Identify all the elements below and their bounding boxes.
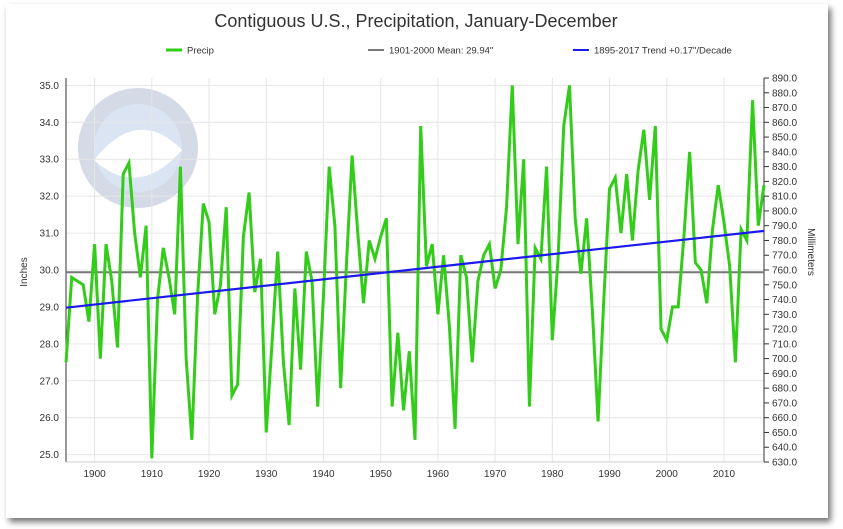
y-axis-title-left: Inches	[19, 257, 30, 286]
x-tick-label: 2010	[713, 469, 736, 480]
y-tick-label-right: 720.0	[772, 325, 797, 336]
x-tick-label: 2000	[656, 469, 679, 480]
watermark	[78, 88, 198, 208]
y-tick-label-right: 760.0	[772, 266, 797, 277]
x-tick-label: 1900	[83, 469, 106, 480]
y-tick-label-right: 680.0	[772, 384, 797, 395]
x-tick-label: 1930	[255, 469, 278, 480]
grid	[66, 78, 764, 462]
x-tick-label: 1920	[198, 469, 221, 480]
chart-title: Contiguous U.S., Precipitation, January-…	[214, 11, 617, 31]
x-tick-label: 1940	[312, 469, 335, 480]
y-tick-label-right: 670.0	[772, 398, 797, 409]
y-tick-label-right: 890.0	[772, 74, 797, 85]
y-tick-label-left: 29.0	[40, 302, 60, 313]
y-tick-label-right: 750.0	[772, 280, 797, 291]
y-tick-label-right: 650.0	[772, 428, 797, 439]
x-tick-label: 1980	[541, 469, 564, 480]
x-tick-label: 1970	[484, 469, 507, 480]
y-tick-label-right: 790.0	[772, 221, 797, 232]
y-tick-label-left: 31.0	[40, 229, 60, 240]
y-axis-ticks-right: 890.0 880.0 870.0 860.0 850.0 840.0 830.0 820.0…	[764, 74, 797, 469]
y-tick-label-left: 27.0	[40, 376, 60, 387]
y-tick-label-left: 25.0	[40, 450, 60, 461]
legend-label-precip: Precip	[187, 46, 214, 57]
x-tick-label: 1960	[427, 469, 450, 480]
legend-item-mean[interactable]: 1901-2000 Mean: 29.94"	[368, 46, 493, 57]
x-axis-ticks: 1900 1910 1920 1930 1940 1950 1960 1970 1980 1990…	[83, 469, 735, 480]
y-tick-label-right: 870.0	[772, 103, 797, 114]
y-tick-label-right: 730.0	[772, 310, 797, 321]
y-tick-label-left: 30.0	[40, 266, 60, 277]
y-axis-ticks-left: 35.0 34.0 33.0 32.0 31.0 30.0 29.0 28.0 27.0 26.0…	[40, 81, 60, 461]
y-tick-label-right: 850.0	[772, 133, 797, 144]
y-tick-label-right: 630.0	[772, 458, 797, 469]
legend-item-trend[interactable]: 1895-2017 Trend +0.17"/Decade	[573, 46, 732, 57]
y-axis-title-right: Millimeters	[805, 228, 816, 276]
legend-label-trend: 1895-2017 Trend +0.17"/Decade	[594, 46, 732, 57]
y-tick-label-right: 640.0	[772, 443, 797, 454]
y-tick-label-right: 710.0	[772, 339, 797, 350]
trend-line	[65, 229, 765, 309]
y-tick-label-right: 800.0	[772, 206, 797, 217]
precip-line	[64, 85, 766, 459]
y-tick-label-left: 34.0	[40, 118, 60, 129]
y-tick-label-right: 880.0	[772, 88, 797, 99]
y-tick-label-right: 810.0	[772, 192, 797, 203]
y-tick-label-right: 820.0	[772, 177, 797, 188]
x-tick-label: 1950	[370, 469, 393, 480]
legend: Precip 1901-2000 Mean: 29.94" 1895-2017 …	[166, 46, 732, 57]
y-tick-label-right: 740.0	[772, 295, 797, 306]
y-tick-label-right: 780.0	[772, 236, 797, 247]
y-tick-label-left: 32.0	[40, 192, 60, 203]
y-tick-label-left: 33.0	[40, 155, 60, 166]
y-tick-label-right: 770.0	[772, 251, 797, 262]
x-tick-label: 1910	[141, 469, 164, 480]
y-tick-label-right: 840.0	[772, 147, 797, 158]
noaa-logo	[78, 88, 198, 208]
y-tick-label-left: 26.0	[40, 413, 60, 424]
noaa-logo-bird	[94, 129, 182, 178]
legend-item-precip[interactable]: Precip	[166, 46, 214, 57]
series	[64, 85, 766, 459]
y-tick-label-left: 35.0	[40, 81, 60, 92]
y-tick-label-right: 660.0	[772, 413, 797, 424]
noaa-logo-inner	[94, 104, 182, 192]
legend-label-mean: 1901-2000 Mean: 29.94"	[389, 46, 493, 57]
x-tick-label: 1990	[598, 469, 621, 480]
y-tick-label-right: 860.0	[772, 118, 797, 129]
y-tick-label-right: 830.0	[772, 162, 797, 173]
y-tick-label-right: 700.0	[772, 354, 797, 365]
y-tick-label-left: 28.0	[40, 339, 60, 350]
y-tick-label-right: 690.0	[772, 369, 797, 380]
